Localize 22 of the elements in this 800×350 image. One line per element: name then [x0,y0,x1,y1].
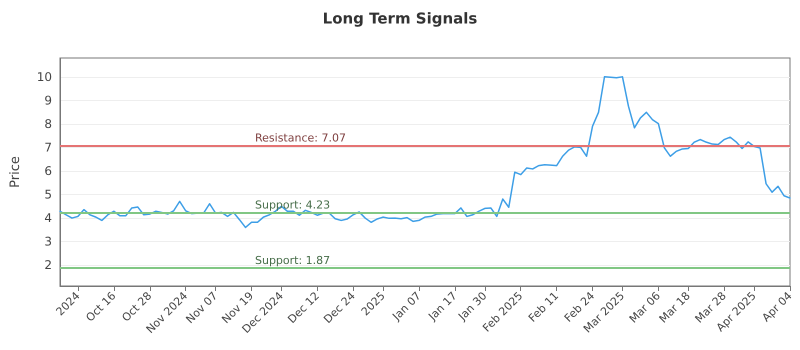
x-tick-label: Dec 24 [321,289,358,326]
y-tick-label: 3 [44,234,52,248]
y-axis-title: Price [8,156,23,188]
x-tick-label: Jan 07 [389,289,424,324]
ref-line-label: Support: 1.87 [255,254,330,267]
ref-line-label: Support: 4.23 [255,198,330,212]
y-tick-label: 7 [44,140,52,154]
x-tick-label: Jan 17 [425,289,460,324]
x-tick-label: Dec 12 [285,289,322,326]
x-tick-label: Oct 16 [83,289,118,324]
y-tick-label: 2 [44,258,52,272]
chart-title: Long Term Signals [322,10,478,28]
y-tick-label: 6 [44,164,52,178]
x-tick-label: Apr 04 [760,289,795,324]
y-tick-label: 4 [44,210,52,225]
y-tick-label: 9 [44,93,52,108]
y-tick-label: 8 [44,116,52,131]
y-tick-label: 5 [44,187,52,202]
ref-line-label: Resistance: 7.07 [255,132,346,145]
y-tick-label: 10 [36,70,52,84]
line-series [59,76,791,228]
x-tick-label: Feb 11 [526,289,562,325]
